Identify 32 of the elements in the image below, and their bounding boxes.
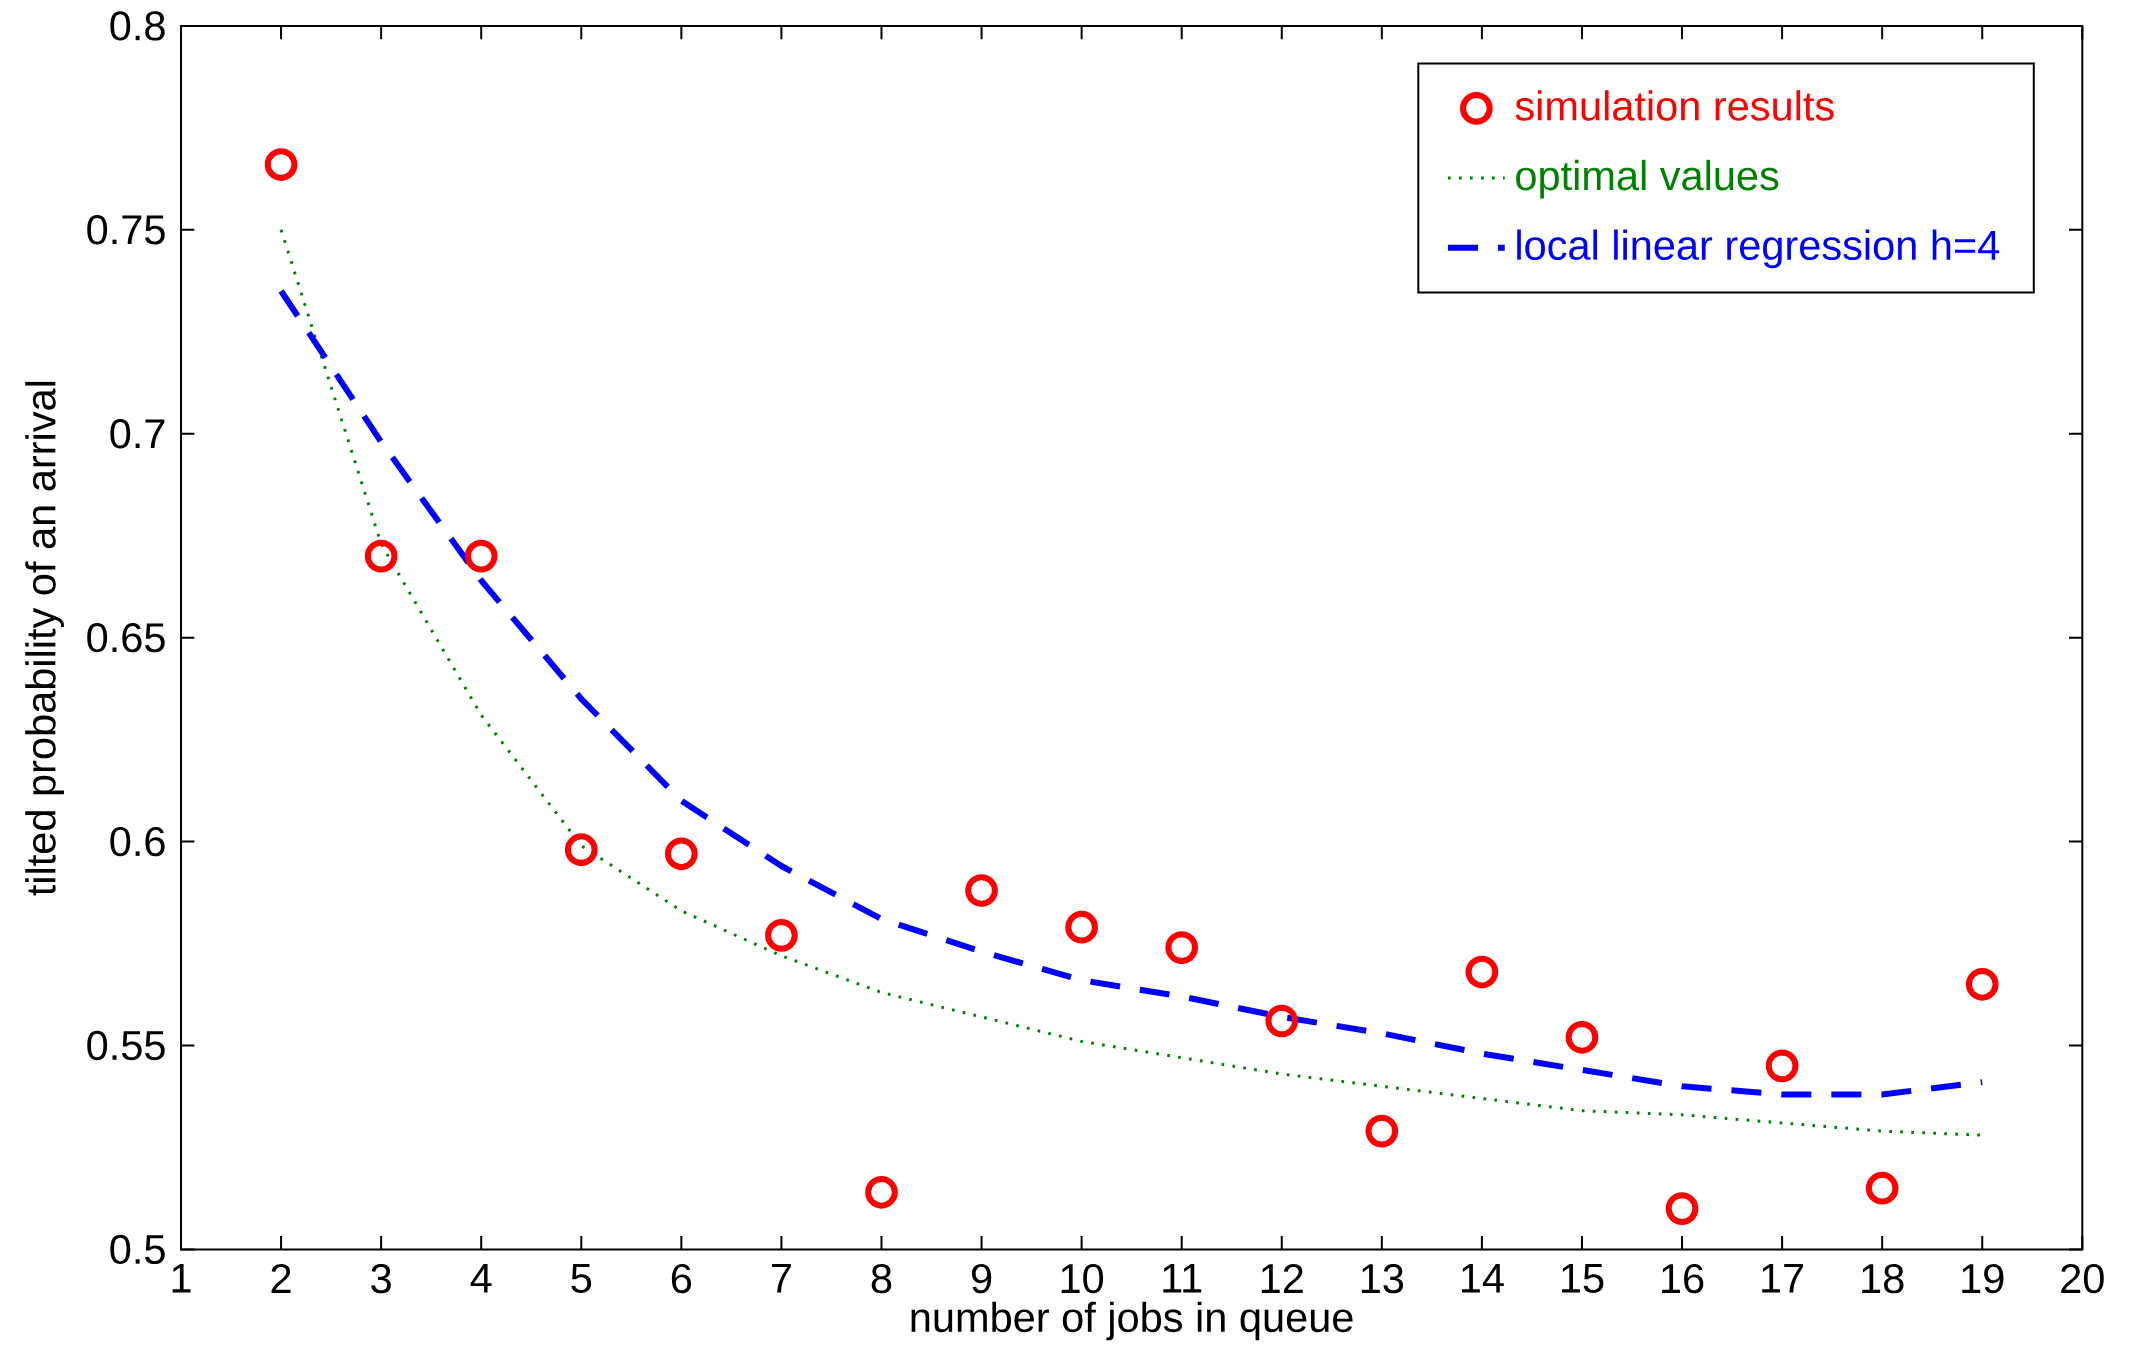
x-tick-label: 9: [971, 1263, 992, 1294]
x-tick-label: 15: [1562, 1263, 1604, 1293]
x-tick-label: 16: [1662, 1263, 1704, 1294]
y-tick-label: 0.6: [110, 826, 165, 857]
x-tick-label: 2: [271, 1263, 291, 1293]
y-tick-label: 0.55: [87, 1030, 165, 1061]
x-tick-label: 12: [1261, 1263, 1303, 1293]
legend-label: local linear regression h=4: [1517, 229, 2000, 269]
x-tick-label: 13: [1361, 1263, 1404, 1294]
x-tick-label: 14: [1461, 1263, 1504, 1293]
x-tick-label: 10: [1061, 1263, 1104, 1294]
y-tick-label: 0.65: [87, 622, 165, 653]
x-tick-label: 20: [2061, 1263, 2104, 1294]
y-tick-label: 0.8: [110, 11, 165, 41]
x-tick-label: 6: [671, 1263, 692, 1294]
x-tick-label: 11: [1163, 1263, 1202, 1293]
x-tick-label: 7: [772, 1263, 791, 1293]
x-tick-label: 5: [571, 1263, 592, 1293]
x-tick-label: 1: [172, 1263, 191, 1293]
y-tick-label: 0.5: [110, 1234, 165, 1265]
x-tick-label: 17: [1762, 1263, 1804, 1293]
x-tick-label: 8: [871, 1263, 892, 1294]
x-tick-label: 18: [1862, 1263, 1904, 1294]
x-tick-label: 3: [371, 1263, 391, 1294]
x-tick-label: 19: [1962, 1263, 2004, 1294]
y-tick-label: 0.7: [110, 418, 165, 449]
x-axis-title: number of jobs in queue: [911, 1301, 1353, 1341]
x-tick-label: 4: [470, 1263, 492, 1293]
legend-label: optimal values: [1516, 159, 1779, 199]
legend-label: simulation results: [1515, 90, 1834, 121]
y-tick-label: 0.75: [87, 215, 165, 245]
y-axis-title: tilted probability of an arrival: [25, 381, 64, 896]
